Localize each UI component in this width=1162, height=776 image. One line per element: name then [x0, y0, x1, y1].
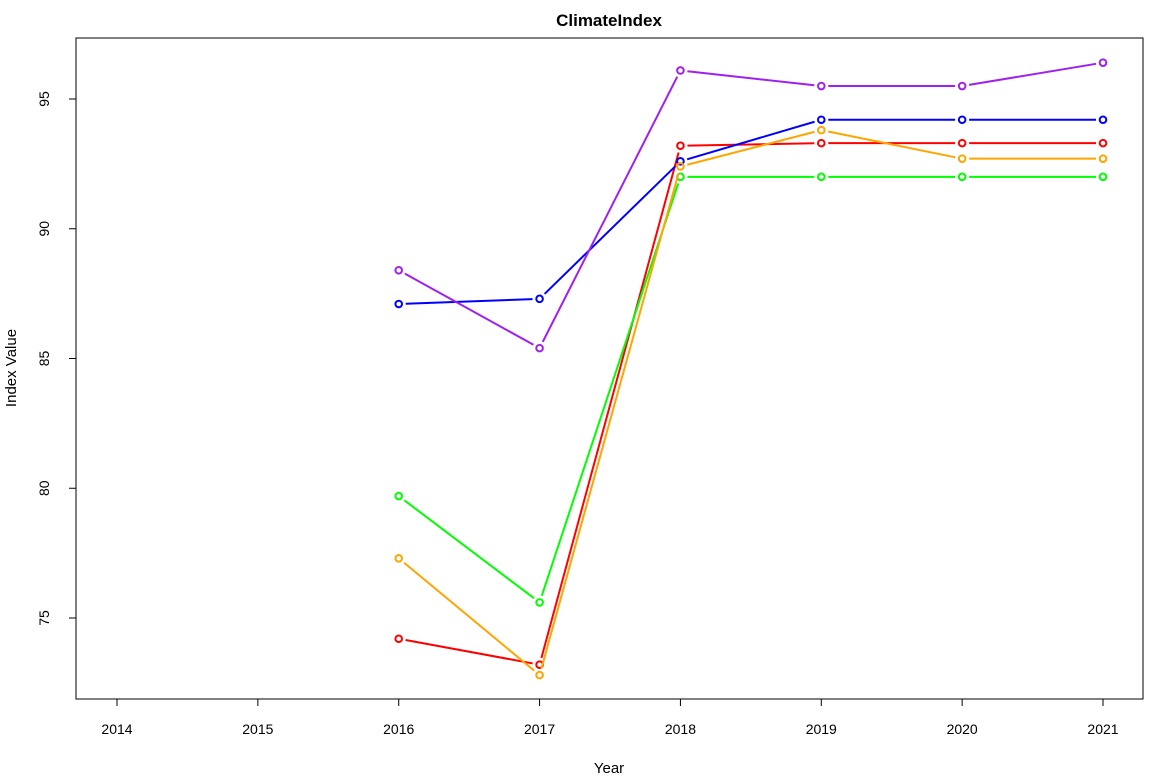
series-5-point: [957, 81, 967, 91]
series-5-point: [1098, 58, 1108, 67]
series-1: [394, 138, 1108, 670]
series-3-point: [676, 156, 685, 166]
series-3-point: [957, 115, 967, 125]
series-2-segment: [540, 183, 680, 597]
series-2-point: [535, 598, 544, 607]
series-1-point: [676, 141, 685, 151]
x-axis: 2014 2015 2016 2017 2018 2019 2020 2021: [101, 698, 1119, 737]
y-axis-label: Index Value: [3, 329, 20, 407]
series-3-segment: [543, 165, 677, 295]
series-2-segment: [403, 499, 535, 600]
series-1-point: [1098, 138, 1108, 148]
series-1-point: [394, 634, 404, 644]
y-tick-label: 75: [36, 610, 52, 626]
series-3-segment: [405, 298, 533, 305]
y-tick-label: 95: [36, 91, 52, 107]
x-tick-label: 2014: [101, 721, 132, 737]
x-tick-label: 2016: [383, 721, 414, 737]
series-5-point: [394, 265, 404, 275]
x-tick-label: 2021: [1087, 721, 1118, 737]
series-5: [394, 58, 1108, 353]
y-tick-label: 90: [36, 221, 52, 237]
series-5-segment: [968, 62, 1097, 86]
series-4-segment: [686, 130, 815, 166]
series-5-point: [676, 66, 685, 75]
series-1-segment: [540, 152, 680, 659]
series-2-point: [816, 172, 826, 182]
series-3-point: [816, 115, 826, 125]
series-1-segment: [687, 142, 815, 147]
x-tick-label: 2015: [242, 721, 273, 737]
series-3-point: [1098, 115, 1108, 125]
series-4-segment: [540, 172, 680, 669]
x-tick-label: 2017: [524, 721, 555, 737]
chart-title: ClimateIndex: [556, 11, 662, 30]
series-5-point: [535, 343, 544, 353]
series-5-segment: [541, 76, 679, 343]
series-3-segment: [686, 120, 815, 161]
series-4-segment: [827, 130, 956, 159]
series-2-point: [1098, 172, 1108, 182]
y-tick-label: 80: [36, 480, 52, 496]
series-1-segment: [405, 639, 533, 665]
series-1-point: [957, 138, 967, 148]
series-3: [394, 115, 1108, 309]
series-3-point: [535, 294, 544, 304]
x-tick-label: 2019: [806, 721, 837, 737]
x-axis-label: Year: [594, 760, 624, 776]
series-4: [394, 125, 1108, 680]
series-4-point: [676, 162, 685, 171]
series-1-point: [816, 138, 826, 148]
series-5-point: [816, 81, 826, 91]
series-4-point: [535, 670, 544, 680]
series-layer: [394, 58, 1108, 680]
series-4-segment: [403, 562, 535, 672]
series-4-point: [816, 125, 826, 135]
plot-area-border: [75, 37, 1144, 700]
series-4-point: [394, 554, 404, 563]
y-tick-label: 85: [36, 351, 52, 367]
x-tick-label: 2018: [665, 721, 696, 737]
series-2-point: [394, 491, 404, 501]
series-2: [394, 172, 1108, 607]
y-axis: 75 80 85 90 95: [36, 91, 77, 626]
series-4-point: [1098, 154, 1108, 163]
series-2-point: [957, 172, 967, 182]
series-4-point: [957, 154, 967, 163]
series-5-segment: [687, 70, 815, 87]
x-tick-label: 2020: [947, 721, 978, 737]
series-3-point: [394, 299, 404, 309]
series-5-segment: [404, 272, 534, 346]
